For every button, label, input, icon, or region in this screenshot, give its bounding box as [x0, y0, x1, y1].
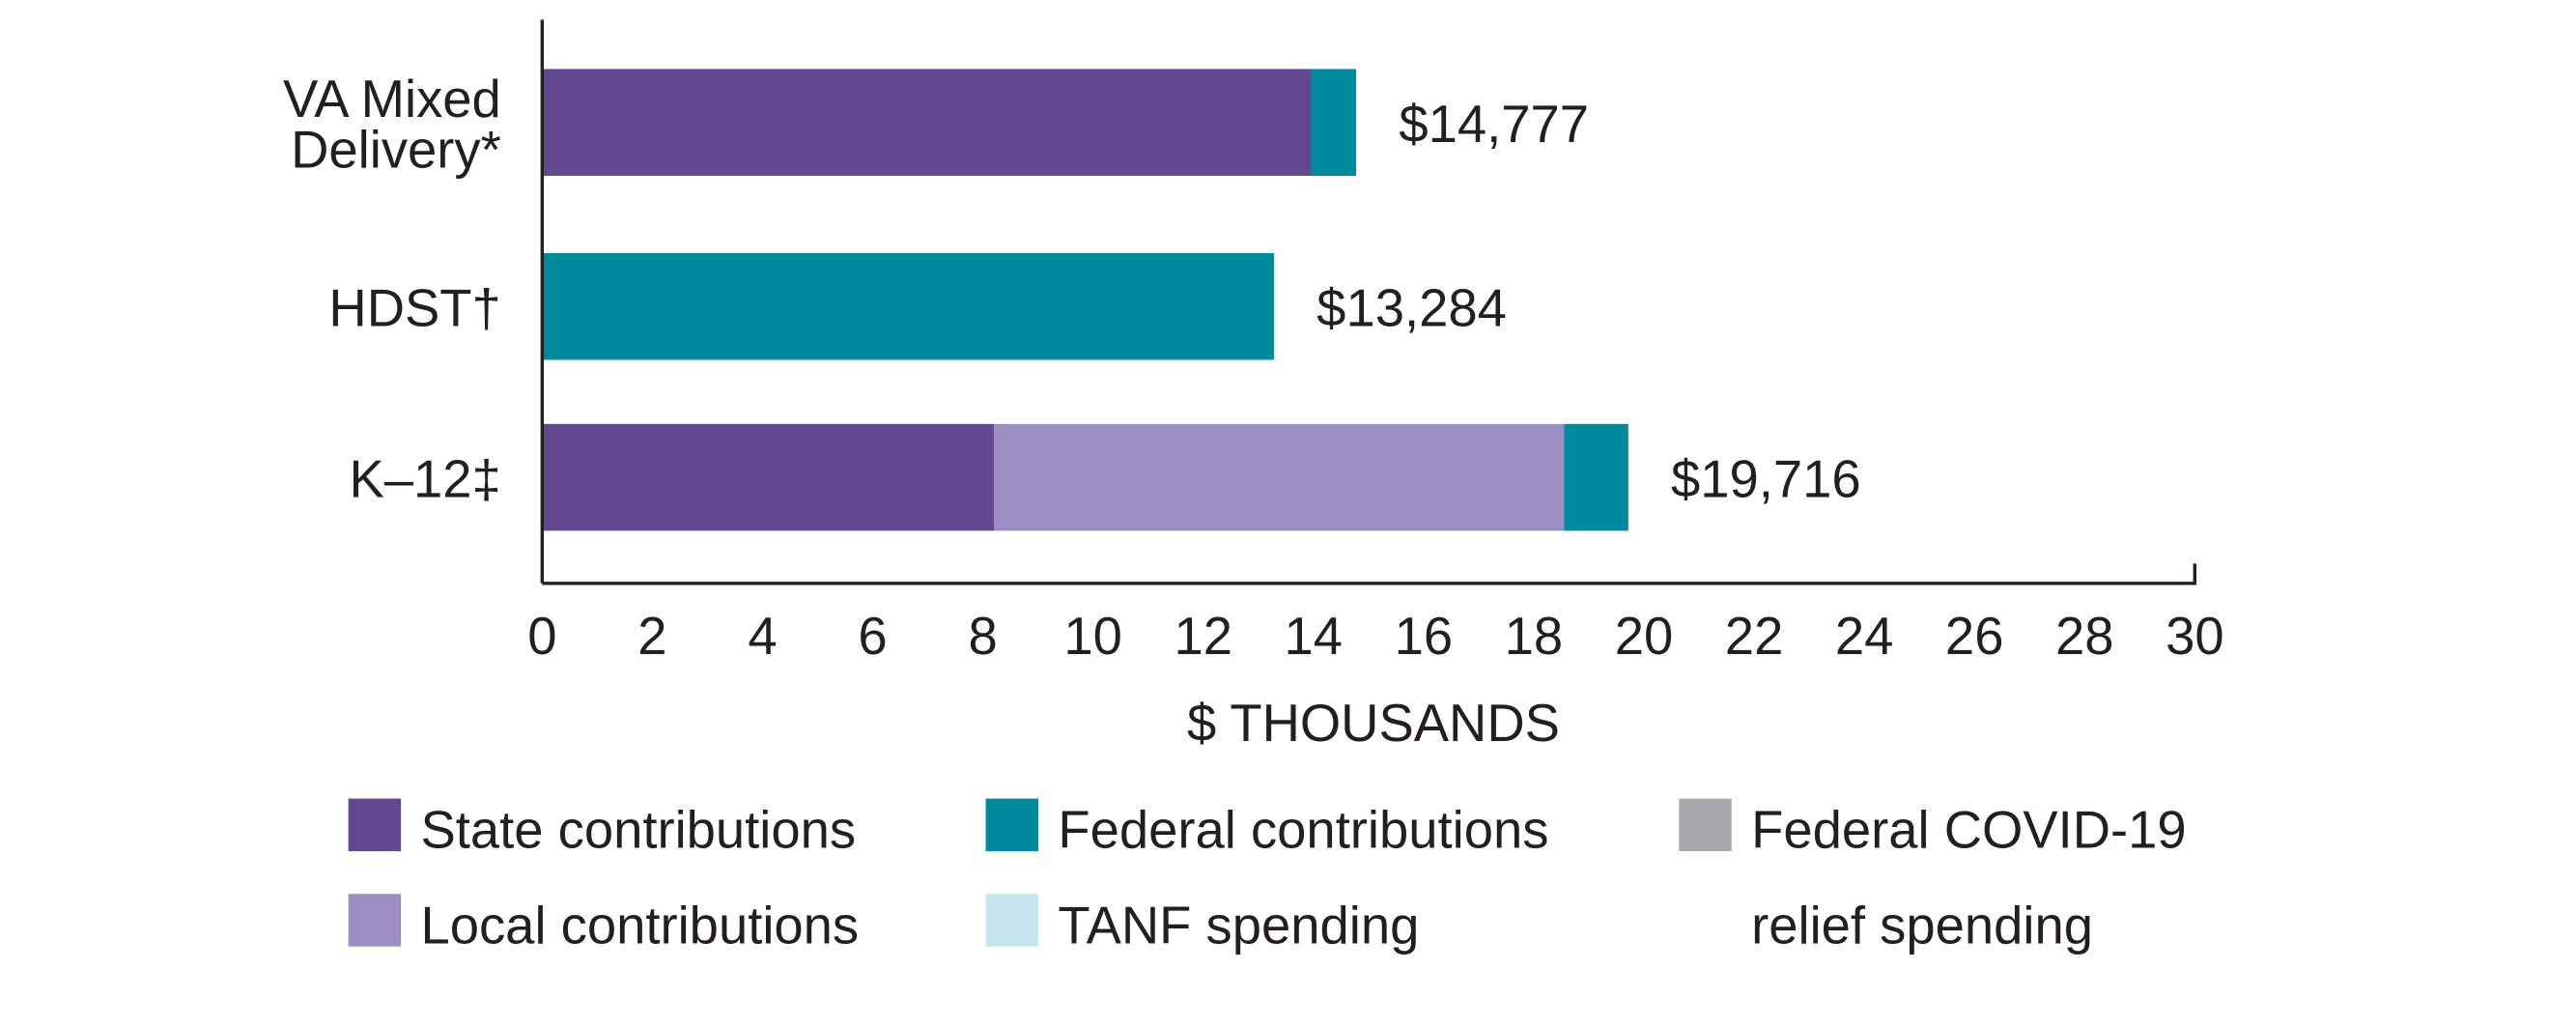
total-label: $14,777	[1399, 95, 1589, 154]
x-tick-label: 24	[1835, 607, 1894, 666]
legend-swatch	[985, 894, 1038, 947]
x-tick-label: 16	[1395, 607, 1454, 666]
total-label: $19,716	[1671, 449, 1861, 508]
x-tick-label: 22	[1725, 607, 1784, 666]
x-tick-label: 8	[968, 607, 997, 666]
x-axis-title: $ THOUSANDS	[1187, 694, 1560, 753]
category-label: Delivery*	[291, 120, 501, 179]
legend-swatch	[348, 894, 402, 947]
x-tick-label: 20	[1615, 607, 1674, 666]
x-tick-label: 26	[1945, 607, 2004, 666]
x-tick-label: 28	[2055, 607, 2114, 666]
bar-segment	[542, 69, 1312, 176]
category-label: K–12‡	[349, 449, 500, 508]
legend-swatch	[348, 798, 402, 852]
bar-segment	[542, 252, 1274, 360]
total-label: $13,284	[1316, 279, 1507, 338]
total-labels: $14,777 $13,284 $19,716	[1316, 95, 1861, 508]
bar-segment	[1311, 69, 1357, 176]
x-tick-label: 6	[858, 607, 887, 666]
x-tick-label: 30	[2166, 607, 2224, 666]
legend-label: Federal contributions	[1058, 801, 1548, 860]
bar-segment	[994, 423, 1565, 531]
legend-swatch	[985, 798, 1038, 852]
x-tick-labels: 0 2 4 6 8 10 12 14 16 18 20 22 24 26 28 30	[527, 607, 2223, 666]
x-tick-label: 2	[637, 607, 666, 666]
x-tick-label: 0	[527, 607, 556, 666]
x-tick-label: 14	[1285, 607, 1344, 666]
legend-label: relief spending	[1751, 896, 2093, 955]
legend-label: State contributions	[420, 801, 856, 860]
legend-label: Local contributions	[420, 896, 859, 955]
category-label: HDST†	[328, 279, 500, 338]
bar-segment	[1564, 423, 1628, 531]
bar-segment	[542, 423, 995, 531]
bars	[542, 69, 1628, 531]
legend-swatch	[1679, 798, 1732, 852]
legend-label: Federal COVID-19	[1751, 801, 2187, 860]
legend-label: TANF spending	[1058, 896, 1419, 955]
x-tick-label: 10	[1063, 607, 1122, 666]
category-label: VA Mixed	[283, 70, 501, 128]
legend: State contributions Federal contributions…	[348, 798, 2187, 955]
x-tick-label: 4	[748, 607, 777, 666]
x-tick-label: 18	[1505, 607, 1564, 666]
x-tick-label: 12	[1174, 607, 1232, 666]
